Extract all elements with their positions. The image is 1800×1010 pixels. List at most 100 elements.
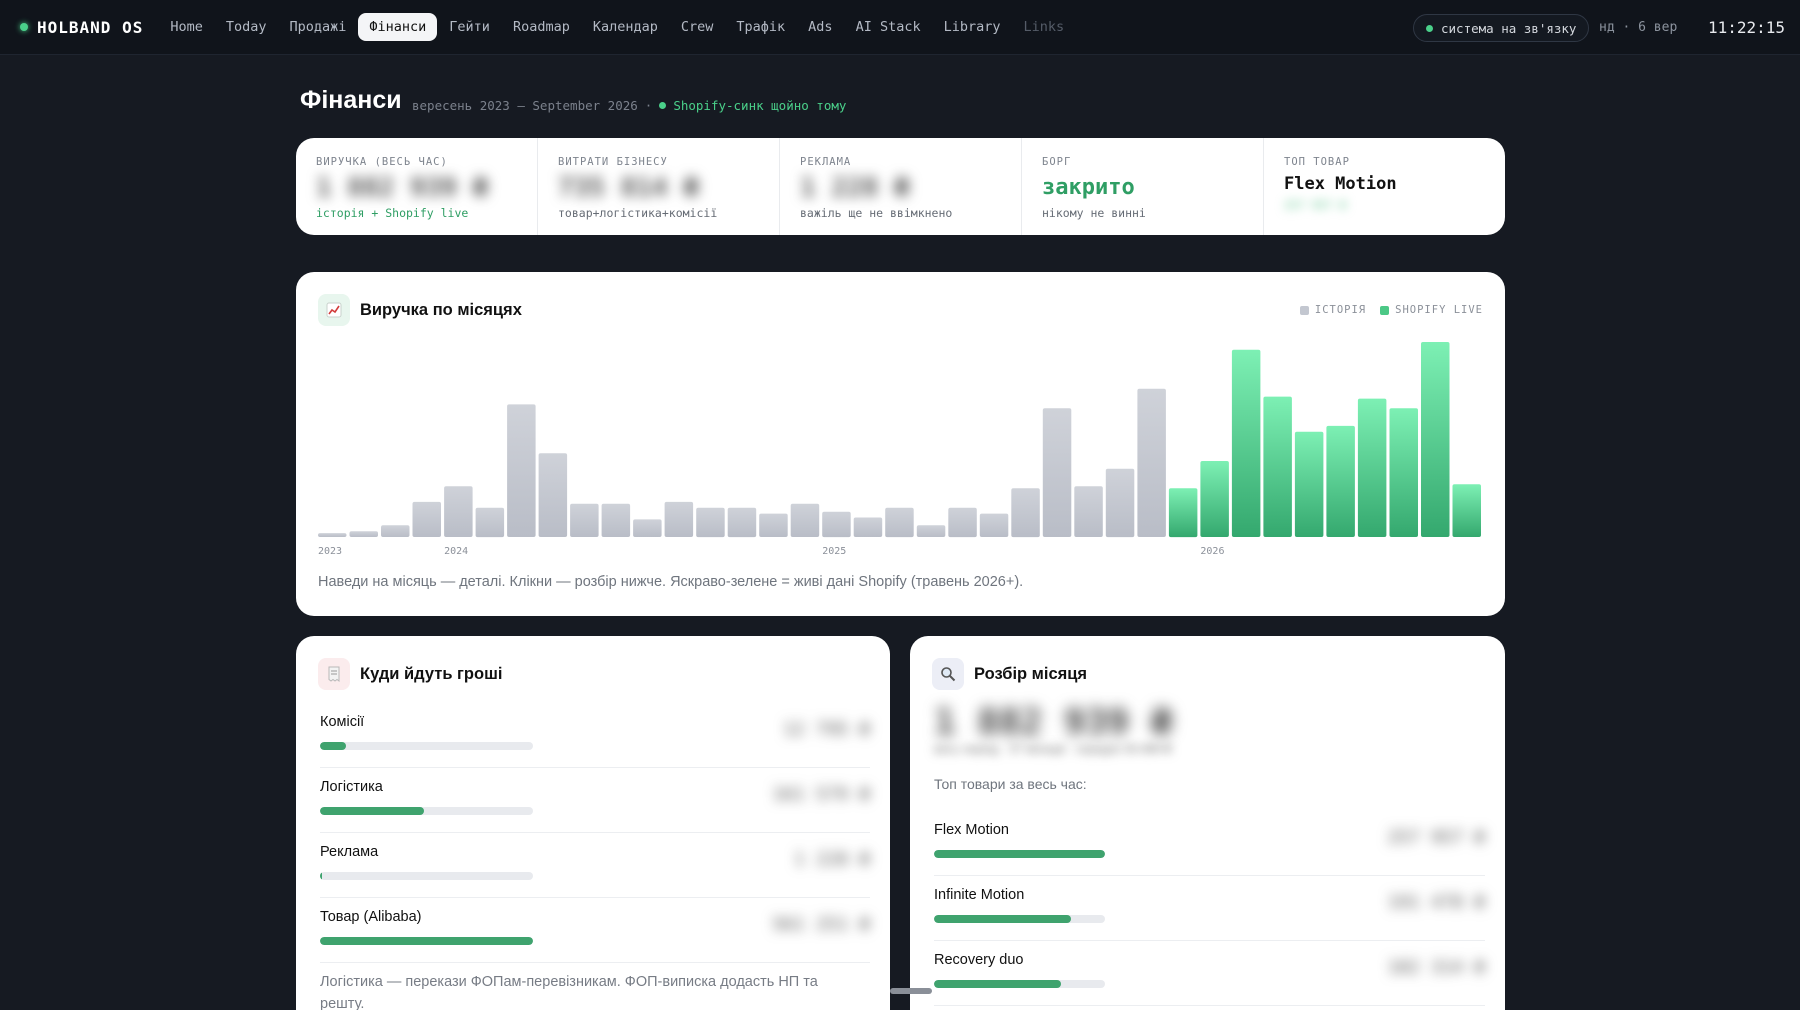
- nav-item-ai-stack[interactable]: AI Stack: [855, 19, 921, 35]
- revenue-bar-2023-10[interactable]: [349, 531, 379, 537]
- revenue-bar-2024-05[interactable]: [570, 503, 599, 537]
- row-label: Flex Motion: [934, 822, 1009, 838]
- revenue-bar-2025-10[interactable]: [1105, 468, 1135, 538]
- card-title: Розбір місяця: [974, 664, 1088, 683]
- top-navigation-bar: HOLBAND OS Home Today Продажі Фінанси Ге…: [0, 0, 1800, 55]
- revenue-bar-2026-08[interactable]: [1421, 342, 1450, 537]
- nav-item-ads[interactable]: Ads: [808, 19, 833, 35]
- expense-row: Логістика 161 579 ₴: [320, 769, 870, 833]
- revenue-bar-2026-01[interactable]: [1200, 461, 1229, 537]
- revenue-bar-2024-01[interactable]: [444, 486, 473, 537]
- revenue-bar-2025-03[interactable]: [885, 507, 914, 538]
- page-subtitle: вересень 2023 – September 2026 · Shopify…: [412, 98, 846, 113]
- revenue-bar-2025-09[interactable]: [1074, 486, 1103, 537]
- kpi-label: ТОП ТОВАР: [1284, 156, 1350, 168]
- progress-fill: [934, 980, 1061, 988]
- nav-item-sales[interactable]: Продажі: [289, 19, 347, 35]
- revenue-bar-2024-09[interactable]: [696, 507, 725, 538]
- nav-item-crew[interactable]: Crew: [680, 19, 714, 35]
- row-value: 182 314 ₴: [1387, 957, 1485, 978]
- bars-group: [318, 342, 1482, 538]
- nav-item-today[interactable]: Today: [225, 19, 267, 35]
- nav-item-traffic[interactable]: Трафік: [736, 19, 786, 35]
- revenue-bar-chart: 2023 2024 2025 2026: [318, 342, 1482, 557]
- kpi-note: товар+логістика+комісії: [558, 206, 718, 220]
- kpi-value: 1 882 939 ₴: [316, 173, 489, 203]
- row-value: 561 251 ₴: [772, 914, 870, 935]
- month-total: 1 882 939 ₴: [934, 702, 1173, 743]
- revenue-bar-2026-07[interactable]: [1389, 408, 1419, 537]
- revenue-bar-2023-11[interactable]: [381, 525, 410, 537]
- revenue-bar-2026-06[interactable]: [1357, 398, 1387, 537]
- card-title: Виручка по місяцях: [360, 300, 522, 319]
- legend-live: SHOPIFY LIVE: [1380, 304, 1483, 316]
- scroll-handle[interactable]: [890, 988, 932, 994]
- revenue-bar-2026-02[interactable]: [1231, 349, 1261, 537]
- revenue-bar-2026-05[interactable]: [1326, 425, 1355, 537]
- revenue-bar-2023-09[interactable]: [318, 533, 347, 537]
- revenue-bar-2024-10[interactable]: [727, 507, 757, 538]
- revenue-bar-2025-05[interactable]: [948, 507, 977, 538]
- progress-track: [320, 807, 533, 815]
- card-title: Куди йдуть гроші: [360, 664, 503, 683]
- progress-fill: [320, 807, 425, 815]
- kpi-label: ВИРУЧКА (ВЕСЬ ЧАС): [316, 156, 448, 168]
- expenses-footnote: Логістика — перекази ФОПам-перевізникам.…: [320, 974, 818, 1010]
- legend-history: ІСТОРІЯ: [1299, 304, 1367, 316]
- revenue-bar-2023-12[interactable]: [412, 501, 442, 537]
- nav-item-library[interactable]: Library: [943, 19, 1001, 35]
- product-row: Flex Motion 257 957 ₴: [934, 812, 1485, 876]
- row-label: Infinite Motion: [934, 887, 1025, 903]
- progress-fill: [934, 850, 1105, 858]
- row-label: Логістика: [320, 779, 383, 795]
- progress-fill: [320, 742, 346, 750]
- row-value: 257 957 ₴: [1387, 827, 1485, 848]
- nav-item-home[interactable]: Home: [170, 19, 203, 35]
- chart-increasing-icon: [318, 294, 350, 326]
- system-status-pill[interactable]: система на зв'язку: [1413, 14, 1590, 42]
- nav-item-links[interactable]: Links: [1023, 19, 1065, 35]
- revenue-bar-2024-08[interactable]: [664, 501, 694, 537]
- revenue-bar-2024-07[interactable]: [633, 519, 662, 537]
- progress-fill: [934, 915, 1071, 923]
- revenue-bar-2025-12[interactable]: [1168, 488, 1198, 538]
- revenue-bar-2024-04[interactable]: [538, 453, 568, 537]
- kpi-ads: РЕКЛАМА 1 228 ₴ важіль ще не ввімкнено: [780, 138, 1022, 235]
- progress-track: [934, 850, 1105, 858]
- legend-swatch: [1380, 305, 1390, 315]
- revenue-bar-2024-03[interactable]: [507, 404, 536, 537]
- row-value: 191 478 ₴: [1387, 892, 1485, 913]
- nav-item-roadmap[interactable]: Roadmap: [512, 19, 570, 35]
- nav-item-gates[interactable]: Гейти: [449, 19, 490, 35]
- revenue-bar-2025-01[interactable]: [822, 511, 851, 538]
- chart-legend: ІСТОРІЯ SHOPIFY LIVE: [1286, 304, 1483, 316]
- revenue-bar-2024-02[interactable]: [475, 507, 505, 538]
- revenue-bar-2024-11[interactable]: [759, 513, 788, 537]
- shopify-sync-status: Shopify-синк щойно тому: [673, 98, 847, 113]
- revenue-bar-2025-06[interactable]: [979, 513, 1009, 537]
- legend-label: ІСТОРІЯ: [1314, 304, 1367, 316]
- expense-row: Реклама 1 228 ₴: [320, 834, 870, 898]
- row-label: Товар (Alibaba): [320, 909, 422, 925]
- revenue-bar-2026-09[interactable]: [1452, 484, 1482, 537]
- x-tick-label: 2023: [318, 546, 342, 557]
- x-tick-label: 2024: [444, 546, 468, 557]
- progress-track: [934, 915, 1105, 923]
- revenue-bar-2026-04[interactable]: [1294, 431, 1324, 537]
- revenue-bar-2024-06[interactable]: [601, 503, 631, 537]
- revenue-bar-2025-08[interactable]: [1042, 408, 1072, 537]
- revenue-bar-2025-07[interactable]: [1011, 488, 1040, 538]
- current-time: 11:22:15: [1708, 18, 1786, 37]
- revenue-bar-2025-04[interactable]: [916, 525, 946, 537]
- app-logo[interactable]: HOLBAND OS: [20, 18, 143, 37]
- status-dot-icon: [1426, 24, 1433, 32]
- revenue-bar-2025-02[interactable]: [853, 517, 883, 538]
- progress-fill: [320, 872, 323, 880]
- kpi-summary-card: ВИРУЧКА (ВЕСЬ ЧАС) 1 882 939 ₴ історія +…: [296, 138, 1505, 235]
- kpi-label: ВИТРАТИ БІЗНЕСУ: [558, 156, 668, 168]
- nav-item-calendar[interactable]: Календар: [592, 19, 658, 35]
- revenue-bar-2024-12[interactable]: [790, 503, 820, 537]
- revenue-bar-2025-11[interactable]: [1137, 388, 1166, 537]
- nav-item-finance[interactable]: Фінанси: [358, 13, 438, 41]
- revenue-bar-2026-03[interactable]: [1263, 396, 1292, 537]
